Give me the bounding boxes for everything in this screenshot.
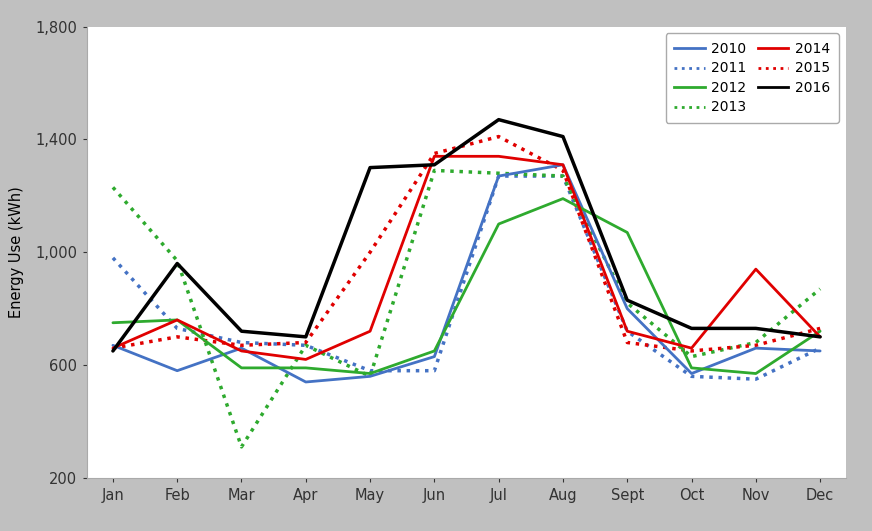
Legend: 2010, 2011, 2012, 2013, 2014, 2015, 2016, : 2010, 2011, 2012, 2013, 2014, 2015, 2016… — [665, 33, 839, 123]
Y-axis label: Energy Use (kWh): Energy Use (kWh) — [10, 186, 24, 318]
